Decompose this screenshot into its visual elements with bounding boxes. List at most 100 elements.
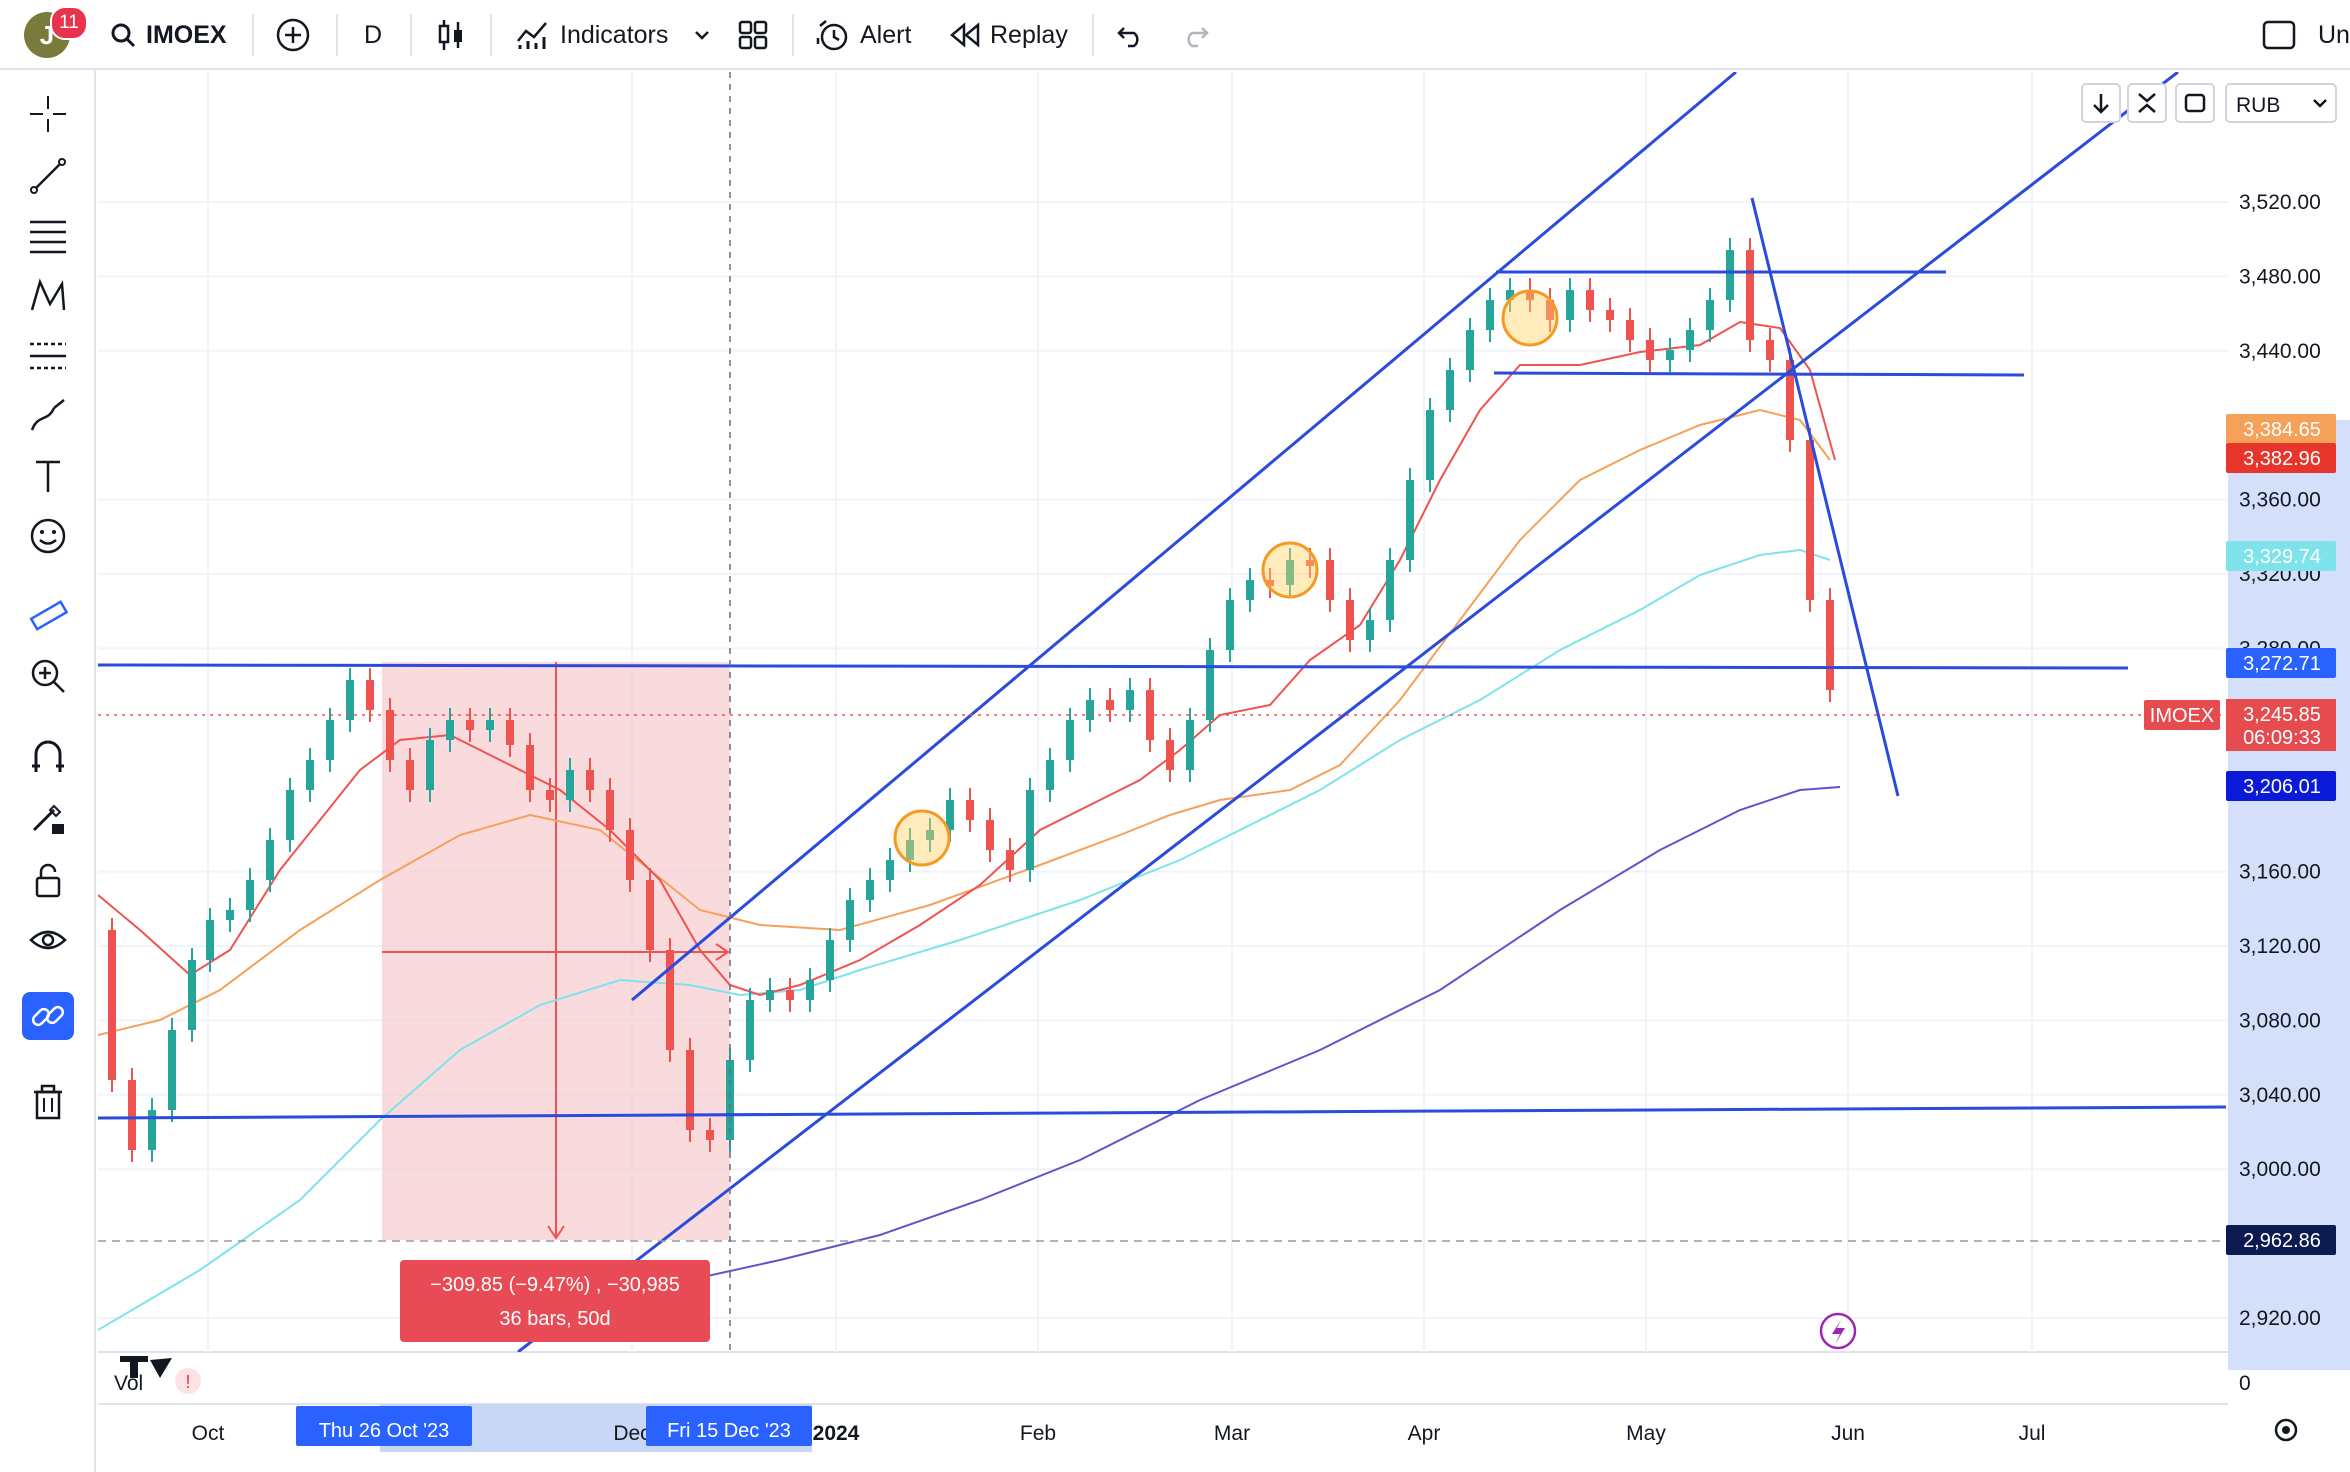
volume-label: Vol <box>114 1372 143 1395</box>
warning-icon[interactable] <box>175 1368 201 1394</box>
interval-button[interactable]: D <box>364 0 382 70</box>
pattern-tool[interactable] <box>22 272 74 320</box>
candle-body <box>726 1060 734 1140</box>
compare-button[interactable] <box>276 0 310 70</box>
last-price-tag-bg <box>2226 699 2336 751</box>
link-icon <box>31 1005 65 1027</box>
candle-body <box>1566 290 1574 320</box>
symbol-search-button[interactable]: IMOEX <box>110 0 227 70</box>
sync-drawings-tool[interactable] <box>22 992 74 1040</box>
down-arrow-button[interactable] <box>2081 83 2121 123</box>
time-tick-label: Jun <box>1831 1422 1865 1445</box>
indicators-label: Indicators <box>560 20 669 49</box>
hide-drawings-tool[interactable] <box>22 916 74 964</box>
magnet-tool[interactable] <box>22 732 74 780</box>
ema-purple-line <box>679 786 1841 1283</box>
zoom-in-tool[interactable] <box>22 652 74 700</box>
time-tick-label: Mar <box>1214 1422 1250 1445</box>
undo-button[interactable] <box>1116 0 1146 70</box>
candle-body <box>1826 600 1834 690</box>
candle-body <box>346 680 354 720</box>
tradingview-logo-icon <box>120 1356 172 1378</box>
settings-gear-icon[interactable] <box>2274 1418 2298 1442</box>
price-tick-label: 3,000.00 <box>2239 1158 2321 1181</box>
drawings <box>98 72 2226 1352</box>
fib-tool[interactable] <box>22 212 74 260</box>
unnamed-layout-button[interactable]: Un <box>2318 0 2350 70</box>
redo-button[interactable] <box>1180 0 1210 70</box>
hline-tag: 3,272.71 <box>2226 648 2336 678</box>
candle-body <box>546 790 554 800</box>
indicators-dropdown[interactable] <box>694 0 710 70</box>
currency-label: RUB <box>2236 94 2280 117</box>
ema-b-tag-bg <box>2226 443 2336 473</box>
chart-type-button[interactable] <box>436 0 466 70</box>
candle-body <box>246 880 254 910</box>
fullscreen-button[interactable] <box>2262 0 2296 70</box>
measure-zone <box>382 662 730 1240</box>
lock-all-tool[interactable] <box>22 856 74 904</box>
candle-body <box>626 830 634 880</box>
candle-body <box>1146 690 1154 740</box>
divider <box>336 14 338 56</box>
candle-body <box>566 770 574 800</box>
projection-tool[interactable] <box>22 332 74 380</box>
emoji-tool[interactable] <box>22 512 74 560</box>
candle-body <box>1166 740 1174 770</box>
fib-lines-icon <box>30 220 66 254</box>
candle-body <box>766 990 774 1000</box>
refresh-button[interactable] <box>2175 83 2215 123</box>
moving-averages <box>98 320 1841 1331</box>
time-tick-label: Apr <box>1408 1422 1441 1445</box>
candle-body <box>1446 370 1454 410</box>
warning-icon-glyph: ! <box>185 1372 190 1392</box>
ruler-tool[interactable] <box>22 592 74 640</box>
chevron-down-icon <box>2313 99 2327 108</box>
indicators-button[interactable]: Indicators <box>516 0 668 70</box>
crosshair-tool[interactable] <box>22 90 74 138</box>
candle-body <box>446 720 454 740</box>
chart-overlays: Thu 26 Oct '23 Fri 15 Dec '23 −309.85 (−9.… <box>114 83 2337 1446</box>
date-tag-start[interactable]: Thu 26 Oct '23 <box>296 1406 472 1446</box>
alert-button[interactable]: Alert <box>816 0 911 70</box>
grid-layout-icon <box>738 20 768 50</box>
layouts-button[interactable] <box>738 0 768 70</box>
candle-body <box>786 990 794 1000</box>
replay-button[interactable]: Replay <box>950 0 1068 70</box>
collapse-button[interactable] <box>2127 83 2167 123</box>
candle-body <box>1306 560 1314 566</box>
text-tool[interactable] <box>22 452 74 500</box>
time-tick-label: 2024 <box>813 1422 860 1445</box>
chevron-down-icon <box>695 31 709 40</box>
candle-body <box>1266 580 1274 586</box>
price-tick-label: 3,480.00 <box>2239 265 2321 288</box>
trendline-tool[interactable] <box>22 152 74 200</box>
lock-drawing-tool[interactable] <box>22 794 74 842</box>
trash-icon <box>34 1084 62 1120</box>
time-tick-label: Dec <box>613 1422 650 1445</box>
candle-body <box>986 820 994 850</box>
candle-body <box>886 860 894 880</box>
candles <box>108 238 1834 1162</box>
candle-body <box>108 930 116 1080</box>
currency-select[interactable]: RUB <box>2225 83 2337 123</box>
measure-arrow-head <box>547 1225 565 1240</box>
remove-drawings-tool[interactable] <box>22 1078 74 1126</box>
candle-body <box>148 1110 156 1150</box>
candle-body <box>946 800 954 830</box>
brush-tool[interactable] <box>22 392 74 440</box>
candle-body <box>666 950 674 1050</box>
redo-icon <box>1187 27 1209 48</box>
price-tick-label: 2,920.00 <box>2239 1307 2321 1330</box>
date-tag-end[interactable]: Fri 15 Dec '23 <box>646 1406 812 1446</box>
candle-body <box>1746 250 1754 340</box>
candle-body <box>1046 760 1054 790</box>
date-tag-end-bg <box>646 1406 812 1446</box>
brush-icon <box>30 399 65 431</box>
alert-label: Alert <box>860 20 912 49</box>
date-tag-start-bg <box>296 1406 472 1446</box>
ema-a-tag: 3,384.65 <box>2226 414 2336 444</box>
ema-d-tag: 3,206.01 <box>2226 771 2336 801</box>
projection-icon <box>30 342 66 370</box>
